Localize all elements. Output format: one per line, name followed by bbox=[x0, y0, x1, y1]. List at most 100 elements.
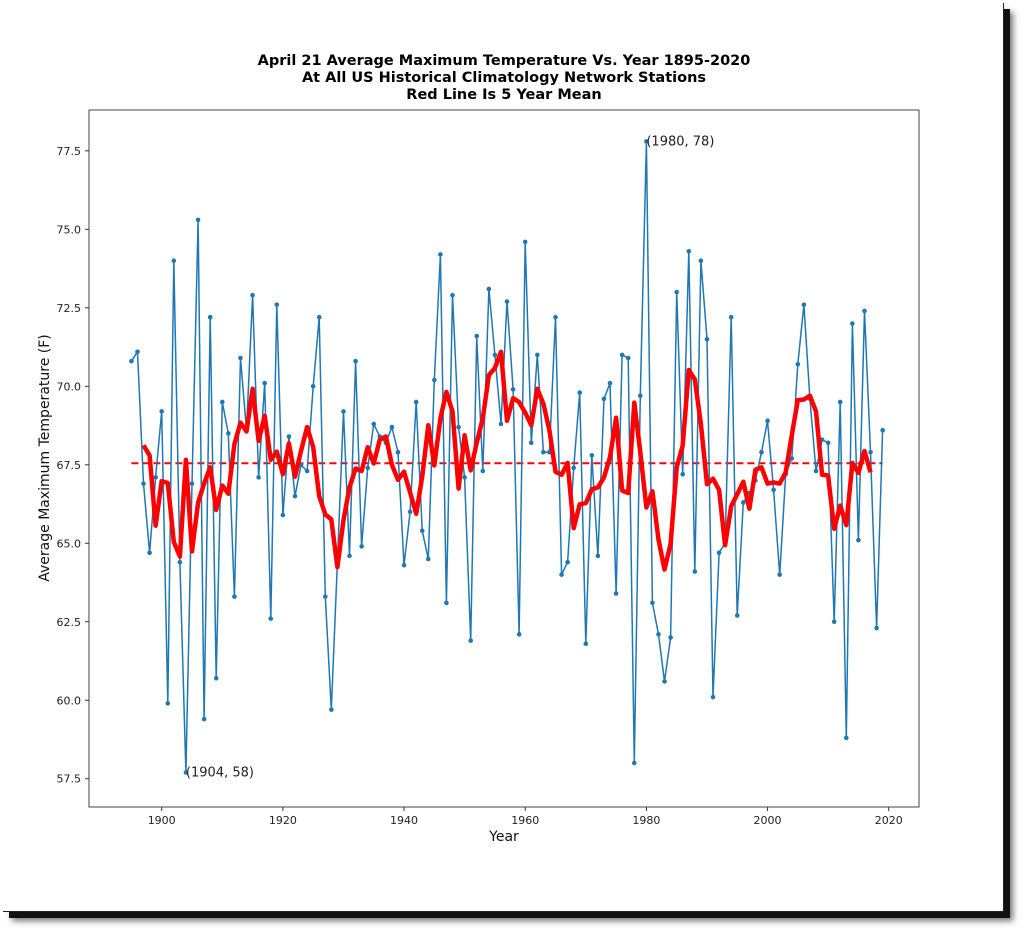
data-point bbox=[843, 735, 849, 741]
data-point bbox=[322, 594, 328, 599]
data-point bbox=[353, 358, 358, 364]
data-point bbox=[292, 493, 298, 499]
data-point bbox=[771, 487, 776, 493]
chart-title: April 21 Average Maximum Temperature Vs.… bbox=[258, 53, 751, 103]
y-tick-label: 65.0 bbox=[57, 537, 82, 550]
five-year-mean-line bbox=[141, 349, 873, 572]
data-point bbox=[359, 544, 364, 549]
data-point bbox=[601, 396, 607, 402]
y-tick-label: 62.5 bbox=[57, 616, 82, 629]
annotations: (1904, 58) (1980, 78) bbox=[186, 134, 714, 780]
data-point bbox=[583, 641, 589, 647]
data-point bbox=[153, 475, 158, 480]
data-point bbox=[528, 440, 534, 446]
data-point bbox=[213, 675, 219, 681]
data-point bbox=[868, 449, 873, 455]
data-point bbox=[825, 440, 831, 446]
y-tick-label: 75.0 bbox=[57, 223, 82, 236]
data-point bbox=[577, 390, 583, 395]
data-point bbox=[401, 562, 407, 568]
data-point bbox=[698, 258, 704, 264]
title-line-2: At All US Historical Climatology Network… bbox=[302, 70, 706, 86]
data-point bbox=[310, 383, 316, 389]
data-point bbox=[238, 355, 243, 361]
data-point bbox=[874, 625, 879, 631]
data-point bbox=[286, 434, 292, 439]
data-point bbox=[862, 308, 867, 314]
data-point bbox=[207, 314, 213, 320]
x-tick-label: 2020 bbox=[875, 814, 903, 827]
data-point bbox=[831, 619, 837, 625]
data-point bbox=[329, 707, 334, 712]
data-point bbox=[141, 481, 146, 486]
data-point bbox=[765, 418, 770, 424]
data-point bbox=[432, 377, 437, 383]
data-point bbox=[135, 349, 140, 355]
data-point bbox=[450, 292, 455, 298]
data-point bbox=[607, 380, 613, 386]
data-point bbox=[589, 453, 595, 458]
x-tick-label: 1900 bbox=[148, 814, 176, 827]
data-point bbox=[571, 465, 576, 471]
data-point bbox=[734, 613, 740, 618]
data-point bbox=[341, 409, 346, 414]
data-point bbox=[474, 333, 480, 339]
series-layer bbox=[129, 139, 885, 775]
data-point bbox=[147, 550, 152, 555]
y-axis-label: Average Maximum Temperature (F) bbox=[37, 334, 53, 581]
data-point bbox=[710, 694, 716, 700]
data-point bbox=[201, 716, 207, 722]
y-tick-label: 70.0 bbox=[57, 380, 82, 393]
point-annotation: (1904, 58) bbox=[186, 765, 254, 780]
data-point bbox=[371, 421, 377, 427]
y-tick-label: 60.0 bbox=[57, 694, 82, 707]
data-point bbox=[680, 471, 686, 477]
data-point bbox=[801, 302, 807, 307]
data-point bbox=[504, 299, 510, 304]
data-point bbox=[280, 512, 286, 518]
data-point bbox=[613, 591, 619, 596]
point-annotation: (1980, 78) bbox=[646, 134, 714, 149]
data-point bbox=[498, 421, 504, 427]
data-point bbox=[256, 475, 261, 480]
data-point bbox=[850, 321, 855, 326]
data-point bbox=[347, 553, 352, 559]
x-tick-label: 1980 bbox=[632, 814, 660, 827]
data-point bbox=[462, 475, 467, 480]
data-point bbox=[704, 336, 710, 342]
data-point bbox=[268, 616, 274, 621]
data-point bbox=[226, 431, 231, 436]
data-point bbox=[638, 393, 643, 399]
data-point bbox=[728, 314, 734, 320]
data-point bbox=[716, 550, 722, 555]
data-point bbox=[274, 302, 280, 307]
data-point bbox=[438, 252, 443, 257]
data-point bbox=[165, 701, 171, 706]
data-point bbox=[625, 355, 631, 361]
data-point bbox=[631, 760, 637, 766]
data-point bbox=[777, 572, 782, 577]
data-point bbox=[553, 314, 558, 320]
data-point bbox=[262, 380, 267, 386]
data-point bbox=[795, 362, 801, 367]
data-point bbox=[759, 449, 764, 455]
data-point bbox=[492, 352, 498, 358]
x-tick-label: 1920 bbox=[269, 814, 297, 827]
data-point bbox=[741, 500, 746, 505]
data-point bbox=[219, 399, 225, 405]
data-point bbox=[183, 770, 189, 775]
data-point bbox=[232, 594, 237, 599]
data-point bbox=[171, 258, 177, 264]
data-point bbox=[389, 424, 395, 430]
data-point bbox=[813, 468, 819, 474]
data-point bbox=[444, 600, 449, 606]
data-point bbox=[541, 449, 546, 455]
data-point bbox=[686, 248, 692, 254]
data-point bbox=[880, 427, 885, 433]
data-point bbox=[692, 569, 698, 574]
data-point bbox=[565, 559, 570, 565]
data-point bbox=[304, 468, 310, 474]
data-point bbox=[480, 468, 486, 474]
data-point bbox=[668, 635, 673, 640]
data-point bbox=[129, 358, 134, 364]
